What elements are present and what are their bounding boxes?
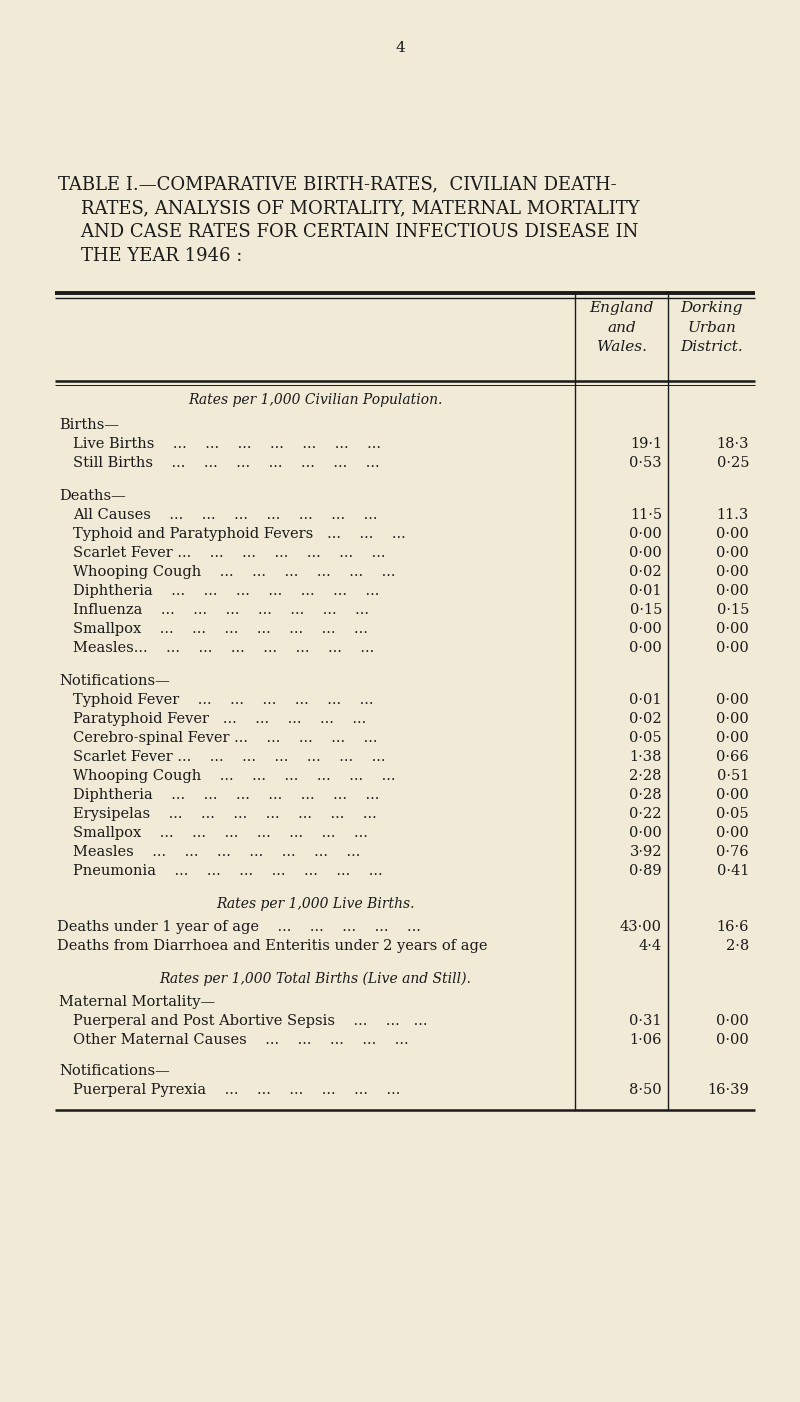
Text: 1·06: 1·06 [630,1033,662,1047]
Text: 16·39: 16·39 [707,1082,749,1096]
Text: Typhoid and Paratyphoid Fevers   ...    ...    ...: Typhoid and Paratyphoid Fevers ... ... .… [73,527,406,541]
Text: TABLE I.—COMPARATIVE BIRTH-RATES,  CIVILIAN DEATH-: TABLE I.—COMPARATIVE BIRTH-RATES, CIVILI… [58,175,617,193]
Text: Births—: Births— [59,418,119,432]
Text: 0·02: 0·02 [630,712,662,726]
Text: 0·05: 0·05 [716,808,749,822]
Text: 0·41: 0·41 [717,864,749,878]
Text: Rates per 1,000 Live Births.: Rates per 1,000 Live Births. [216,897,414,911]
Text: 0·00: 0·00 [716,565,749,579]
Text: 8·50: 8·50 [630,1082,662,1096]
Text: 0·00: 0·00 [716,545,749,559]
Text: Whooping Cough    ...    ...    ...    ...    ...    ...: Whooping Cough ... ... ... ... ... ... [73,770,395,782]
Text: Influenza    ...    ...    ...    ...    ...    ...    ...: Influenza ... ... ... ... ... ... ... [73,603,369,617]
Text: 18·3: 18·3 [717,437,749,451]
Text: Scarlet Fever ...    ...    ...    ...    ...    ...    ...: Scarlet Fever ... ... ... ... ... ... ..… [73,545,386,559]
Text: 0·22: 0·22 [630,808,662,822]
Text: Smallpox    ...    ...    ...    ...    ...    ...    ...: Smallpox ... ... ... ... ... ... ... [73,622,368,637]
Text: 1·38: 1·38 [630,750,662,764]
Text: AND CASE RATES FOR CERTAIN INFECTIOUS DISEASE IN: AND CASE RATES FOR CERTAIN INFECTIOUS DI… [58,223,638,241]
Text: Typhoid Fever    ...    ...    ...    ...    ...    ...: Typhoid Fever ... ... ... ... ... ... [73,693,374,707]
Text: Erysipelas    ...    ...    ...    ...    ...    ...    ...: Erysipelas ... ... ... ... ... ... ... [73,808,377,822]
Text: 0·05: 0·05 [630,730,662,744]
Text: Paratyphoid Fever   ...    ...    ...    ...    ...: Paratyphoid Fever ... ... ... ... ... [73,712,366,726]
Text: Notifications—: Notifications— [59,674,170,688]
Text: 0·51: 0·51 [717,770,749,782]
Text: Diphtheria    ...    ...    ...    ...    ...    ...    ...: Diphtheria ... ... ... ... ... ... ... [73,788,379,802]
Text: 0·00: 0·00 [716,826,749,840]
Text: Maternal Mortality—: Maternal Mortality— [59,995,215,1009]
Text: Puerperal Pyrexia    ...    ...    ...    ...    ...    ...: Puerperal Pyrexia ... ... ... ... ... ..… [73,1082,400,1096]
Text: 0·01: 0·01 [630,585,662,599]
Text: All Causes    ...    ...    ...    ...    ...    ...    ...: All Causes ... ... ... ... ... ... ... [73,508,378,522]
Text: Whooping Cough    ...    ...    ...    ...    ...    ...: Whooping Cough ... ... ... ... ... ... [73,565,395,579]
Text: 0·00: 0·00 [716,527,749,541]
Text: Other Maternal Causes    ...    ...    ...    ...    ...: Other Maternal Causes ... ... ... ... ..… [73,1033,409,1047]
Text: Dorking
Urban
District.: Dorking Urban District. [680,301,743,353]
Text: Notifications—: Notifications— [59,1064,170,1078]
Text: 0·53: 0·53 [630,456,662,470]
Text: 0·00: 0·00 [716,1014,749,1028]
Text: 0·00: 0·00 [630,826,662,840]
Text: 0·00: 0·00 [716,712,749,726]
Text: Rates per 1,000 Total Births (Live and Still).: Rates per 1,000 Total Births (Live and S… [159,972,471,987]
Text: 3·92: 3·92 [630,845,662,859]
Text: 4: 4 [395,41,405,55]
Text: Measles...    ...    ...    ...    ...    ...    ...    ...: Measles... ... ... ... ... ... ... ... [73,641,374,655]
Text: 0·89: 0·89 [630,864,662,878]
Text: 4·4: 4·4 [639,939,662,953]
Text: 0·31: 0·31 [630,1014,662,1028]
Text: 0·02: 0·02 [630,565,662,579]
Text: 0·01: 0·01 [630,693,662,707]
Text: 0·00: 0·00 [716,641,749,655]
Text: Rates per 1,000 Civilian Population.: Rates per 1,000 Civilian Population. [188,393,442,407]
Text: Deaths from Diarrhoea and Enteritis under 2 years of age: Deaths from Diarrhoea and Enteritis unde… [57,939,487,953]
Text: 0·00: 0·00 [716,1033,749,1047]
Text: 0·00: 0·00 [716,622,749,637]
Text: 0·00: 0·00 [716,585,749,599]
Text: 19·1: 19·1 [630,437,662,451]
Text: 11·5: 11·5 [630,508,662,522]
Text: THE YEAR 1946 :: THE YEAR 1946 : [58,247,242,265]
Text: 0·00: 0·00 [716,788,749,802]
Text: Scarlet Fever ...    ...    ...    ...    ...    ...    ...: Scarlet Fever ... ... ... ... ... ... ..… [73,750,386,764]
Text: 16·6: 16·6 [717,920,749,934]
Text: 0·76: 0·76 [716,845,749,859]
Text: Cerebro-spinal Fever ...    ...    ...    ...    ...: Cerebro-spinal Fever ... ... ... ... ... [73,730,378,744]
Text: Deaths under 1 year of age    ...    ...    ...    ...    ...: Deaths under 1 year of age ... ... ... .… [57,920,421,934]
Text: Diphtheria    ...    ...    ...    ...    ...    ...    ...: Diphtheria ... ... ... ... ... ... ... [73,585,379,599]
Text: 0·15: 0·15 [717,603,749,617]
Text: 0·00: 0·00 [716,693,749,707]
Text: RATES, ANALYSIS OF MORTALITY, MATERNAL MORTALITY: RATES, ANALYSIS OF MORTALITY, MATERNAL M… [58,199,639,217]
Text: 0·00: 0·00 [630,527,662,541]
Text: 0·00: 0·00 [630,622,662,637]
Text: 0·00: 0·00 [630,545,662,559]
Text: Measles    ...    ...    ...    ...    ...    ...    ...: Measles ... ... ... ... ... ... ... [73,845,360,859]
Text: 0·00: 0·00 [630,641,662,655]
Text: 2·8: 2·8 [726,939,749,953]
Text: Live Births    ...    ...    ...    ...    ...    ...    ...: Live Births ... ... ... ... ... ... ... [73,437,381,451]
Text: Deaths—: Deaths— [59,489,126,503]
Text: Still Births    ...    ...    ...    ...    ...    ...    ...: Still Births ... ... ... ... ... ... ... [73,456,380,470]
Text: England
and
Wales.: England and Wales. [590,301,654,353]
Text: 0·00: 0·00 [716,730,749,744]
Text: 0·15: 0·15 [630,603,662,617]
Text: 0·25: 0·25 [717,456,749,470]
Text: Pneumonia    ...    ...    ...    ...    ...    ...    ...: Pneumonia ... ... ... ... ... ... ... [73,864,382,878]
Text: 2·28: 2·28 [630,770,662,782]
Text: 0·28: 0·28 [630,788,662,802]
Text: Smallpox    ...    ...    ...    ...    ...    ...    ...: Smallpox ... ... ... ... ... ... ... [73,826,368,840]
Text: 0·66: 0·66 [716,750,749,764]
Text: Puerperal and Post Abortive Sepsis    ...    ...   ...: Puerperal and Post Abortive Sepsis ... .… [73,1014,427,1028]
Text: 11.3: 11.3 [717,508,749,522]
Text: 43·00: 43·00 [620,920,662,934]
